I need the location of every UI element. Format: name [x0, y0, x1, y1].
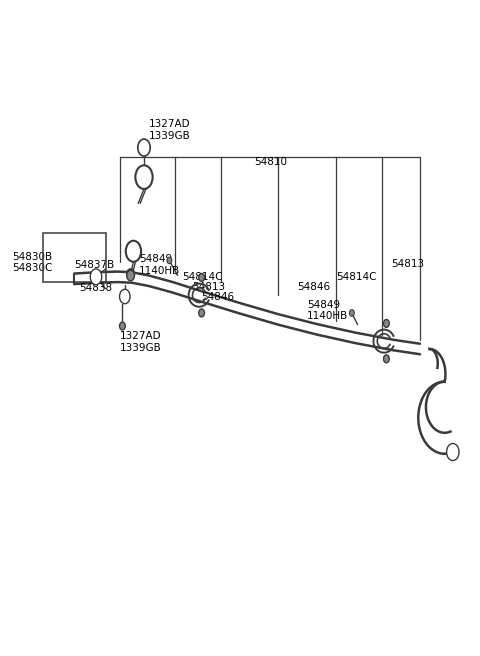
Text: 54830B
54830C: 54830B 54830C [12, 252, 52, 273]
Circle shape [141, 143, 147, 152]
Text: 54846: 54846 [202, 292, 235, 302]
Text: 54814C: 54814C [182, 272, 223, 282]
Circle shape [127, 269, 134, 279]
Circle shape [446, 443, 459, 461]
Circle shape [384, 319, 389, 327]
Text: 54810: 54810 [254, 157, 288, 167]
Circle shape [122, 293, 128, 300]
Circle shape [167, 257, 172, 264]
Circle shape [93, 272, 99, 281]
Text: 54838: 54838 [79, 283, 112, 293]
Text: 54846: 54846 [298, 282, 331, 292]
Circle shape [120, 289, 130, 304]
Text: 1327AD
1339GB: 1327AD 1339GB [149, 119, 191, 141]
Circle shape [129, 245, 138, 257]
Circle shape [139, 171, 149, 184]
Text: 54849
1140HB: 54849 1140HB [307, 300, 348, 321]
Text: 54813: 54813 [391, 259, 424, 269]
Text: 1327AD
1339GB: 1327AD 1339GB [120, 331, 162, 353]
Circle shape [90, 269, 102, 285]
Circle shape [126, 241, 141, 262]
Circle shape [138, 139, 150, 156]
Text: 54813: 54813 [192, 282, 225, 292]
Text: 54837B: 54837B [74, 260, 115, 270]
Circle shape [384, 355, 389, 363]
Circle shape [199, 309, 204, 317]
Circle shape [127, 270, 134, 281]
Circle shape [135, 165, 153, 189]
Circle shape [349, 310, 354, 316]
Circle shape [449, 447, 456, 457]
Text: 54814C: 54814C [336, 272, 376, 282]
Circle shape [199, 274, 204, 281]
Text: 54849
1140HB: 54849 1140HB [139, 254, 180, 276]
Bar [43, 233, 106, 282]
Circle shape [120, 322, 125, 330]
